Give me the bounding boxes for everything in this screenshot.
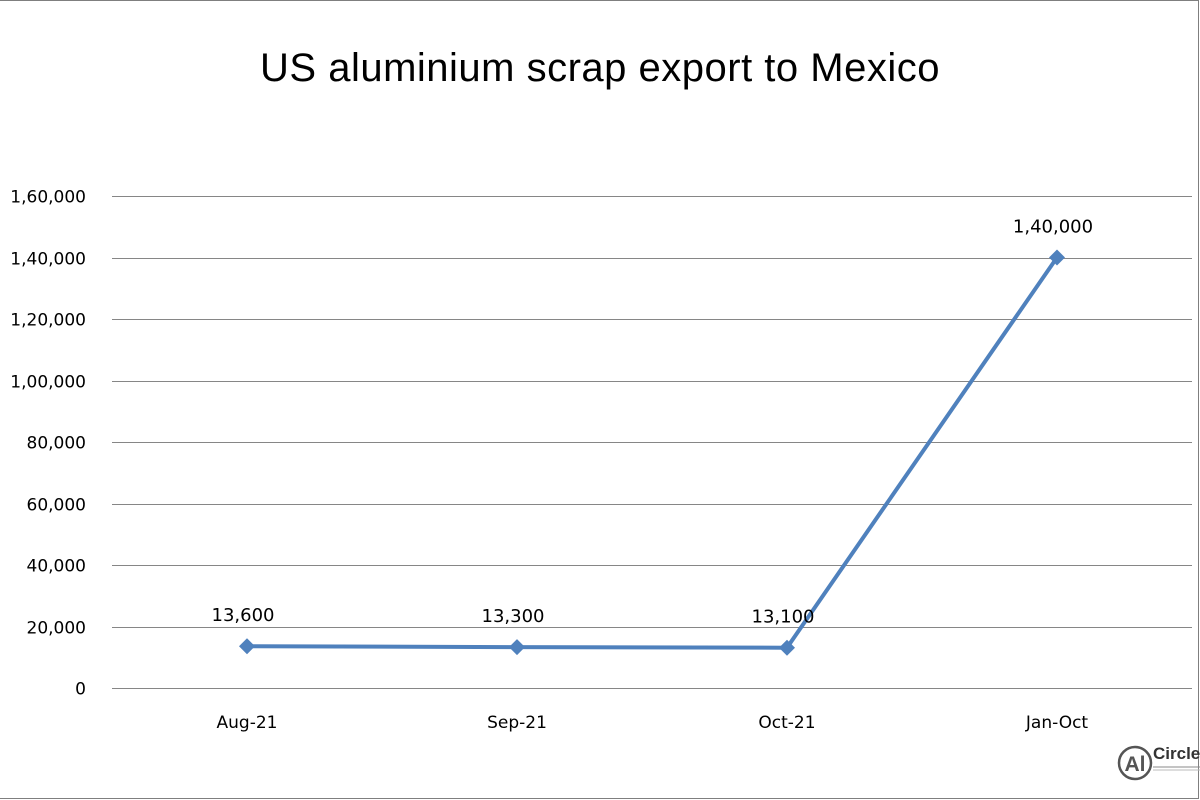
x-tick-label: Sep-21 bbox=[487, 713, 547, 733]
data-label: 1,40,000 bbox=[1013, 217, 1093, 238]
y-axis-tick-labels: 0 20,000 40,000 60,000 80,000 1,00,000 1,20,00… bbox=[10, 188, 86, 700]
data-label: 13,100 bbox=[752, 607, 815, 628]
logo-initials: Al bbox=[1125, 753, 1146, 776]
x-tick-label: Oct-21 bbox=[758, 713, 815, 733]
logo-text: Circle bbox=[1153, 744, 1200, 763]
y-tick-label: 1,40,000 bbox=[10, 250, 86, 270]
series-line bbox=[246, 256, 1059, 650]
data-labels: 13,600 13,300 13,100 1,40,000 bbox=[212, 217, 1094, 628]
y-tick-label: 60,000 bbox=[27, 496, 86, 516]
aluminium-circle-logo: Al Circle bbox=[1117, 744, 1200, 781]
data-point-marker bbox=[779, 639, 795, 656]
x-tick-label: Aug-21 bbox=[217, 713, 278, 733]
series-line-path bbox=[246, 256, 1059, 650]
data-label: 13,600 bbox=[212, 605, 275, 626]
y-tick-label: 0 bbox=[75, 680, 86, 700]
chart-title: US aluminium scrap export to Mexico bbox=[260, 46, 940, 90]
y-tick-label: 1,60,000 bbox=[10, 188, 86, 208]
y-tick-label: 20,000 bbox=[27, 619, 86, 639]
x-tick-label: Jan-Oct bbox=[1025, 713, 1089, 733]
data-label: 13,300 bbox=[482, 606, 545, 627]
y-tick-label: 1,20,000 bbox=[10, 311, 86, 331]
gridlines bbox=[112, 196, 1192, 689]
y-tick-label: 80,000 bbox=[27, 434, 86, 454]
data-point-marker bbox=[509, 639, 525, 656]
x-axis-tick-labels: Aug-21 Sep-21 Oct-21 Jan-Oct bbox=[217, 713, 1089, 733]
y-tick-label: 40,000 bbox=[27, 557, 86, 577]
data-point-marker bbox=[239, 638, 255, 655]
data-point-marker bbox=[1049, 249, 1065, 266]
data-markers bbox=[239, 249, 1065, 656]
y-tick-label: 1,00,000 bbox=[10, 373, 86, 393]
